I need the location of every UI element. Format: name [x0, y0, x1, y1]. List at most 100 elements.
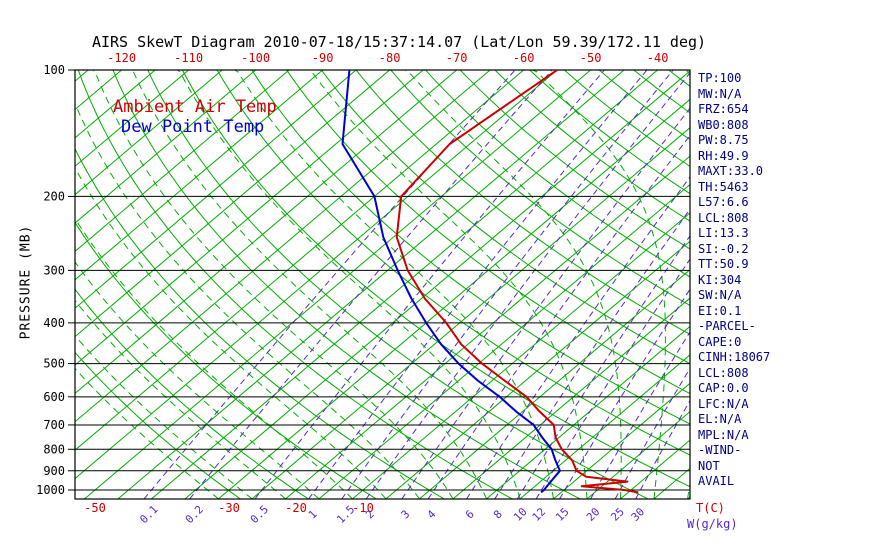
top-temp-tick: -60: [513, 51, 535, 65]
isotherm-line: [75, 70, 357, 309]
mixing-ratio-line: [466, 176, 690, 499]
mixing-ratio-line: [516, 235, 690, 499]
mixing-ratio-line: [559, 288, 690, 499]
mixing-ratio-tick: 0.2: [183, 503, 206, 526]
mixing-ratio-tick: 8: [491, 508, 505, 522]
mixing-ratio-tick: 1: [306, 508, 320, 522]
isotherm-line: [586, 410, 690, 499]
isotherm-line: [75, 70, 390, 338]
mixing-ratio-tick: 20: [584, 505, 603, 524]
dry-adiabat-line: [390, 70, 690, 307]
stats-panel-line: -PARCEL-: [698, 319, 756, 333]
dry-adiabat-line: [494, 70, 690, 222]
isotherm-line: [84, 70, 591, 499]
top-temp-tick: -40: [647, 51, 669, 65]
isotherm-line: [75, 70, 524, 451]
moist-adiabat-line: [404, 70, 622, 499]
isotherm-line: [553, 382, 690, 499]
mixing-ratio-line: [494, 208, 690, 499]
legend-dew-point: Dew Point Temp: [121, 117, 265, 137]
dry-adiabat-line: [286, 70, 690, 395]
stats-panel-line: PW:8.75: [698, 133, 749, 147]
mixing-ratio-line: [590, 331, 690, 499]
moist-adiabat-line: [75, 166, 387, 499]
isotherm-line: [318, 183, 690, 499]
stats-panel-line: MAXT:33.0: [698, 164, 764, 178]
stats-panel-line: SI:-0.2: [698, 241, 749, 256]
stats-panel-line: SW:N/A: [698, 288, 742, 302]
top-temp-tick: -90: [312, 51, 334, 65]
dry-adiabat-line: [251, 70, 690, 425]
moist-adiabat-line: [176, 70, 521, 499]
stats-panel-line: NOT: [698, 458, 720, 473]
sounding-profiles: [341, 70, 639, 494]
stats-panel-line: WB0:808: [698, 117, 749, 132]
isotherm-line: [251, 127, 690, 499]
mixing-ratio-tick: 30: [629, 505, 648, 524]
ambient-air-temp-profile: [395, 70, 639, 494]
dry-adiabat-line: [320, 70, 690, 365]
mixing-ratio-tick: 10: [511, 505, 530, 524]
stats-panel-line: TP:100: [698, 71, 742, 85]
isotherm-line: [75, 70, 457, 395]
isotherm-line: [218, 98, 690, 499]
dry-adiabat-line: [425, 70, 690, 278]
top-temp-tick: -110: [174, 51, 203, 65]
pressure-tick: 500: [43, 357, 65, 371]
pressure-tick: 300: [43, 263, 65, 277]
mixing-ratio-unit-label: W(g/kg): [687, 517, 738, 531]
dry-adiabat-line: [355, 70, 690, 335]
dry-adiabat-line: [216, 70, 690, 456]
stats-panel-line: MPL:N/A: [698, 427, 749, 442]
dry-adiabat-line: [75, 147, 445, 499]
mixing-ratio-line: [535, 258, 690, 499]
bottom-temp-tick: -10: [352, 501, 374, 515]
top-temp-tick: -100: [241, 51, 270, 65]
mixing-ratio-tick: 0.1: [137, 503, 160, 526]
isotherm-line: [184, 70, 690, 499]
mixing-ratio-tick: 6: [463, 508, 477, 522]
pressure-tick: 200: [43, 189, 65, 203]
stats-panel-line: CAPE:0: [698, 334, 742, 349]
mixing-ratio-tick: 0.5: [248, 503, 271, 526]
mixing-ratio-line: [614, 367, 690, 499]
stats-panel-line: CINH:18067: [698, 350, 771, 364]
isotherm-line: [75, 70, 323, 281]
isotherm-line: [452, 297, 690, 499]
moist-adiabat-line: [532, 70, 666, 499]
isotherm-line: [75, 70, 558, 480]
mixing-ratio-tick: 3: [399, 508, 413, 522]
stats-panel-line: FRZ:654: [698, 102, 749, 116]
dry-adiabat-line: [182, 70, 690, 488]
mixing-ratio-tick: 4: [425, 507, 439, 521]
top-temp-tick: -120: [107, 51, 136, 65]
bottom-temp-tick: -30: [218, 501, 240, 515]
legend-air-temp: Ambient Air Temp: [113, 97, 277, 117]
pressure-tick: 700: [43, 418, 65, 432]
isotherm-line: [486, 325, 690, 499]
temperature-unit-label: T(C): [696, 501, 725, 515]
mixing-ratio-line: [189, 70, 553, 499]
dry-adiabat-line: [112, 70, 581, 499]
stats-panel-line: TT:50.9: [698, 257, 749, 271]
dry-adiabat-line: [147, 70, 649, 499]
pressure-tick: 600: [43, 390, 65, 404]
top-temp-tick: -50: [580, 51, 602, 65]
dew-point-temp-profile: [341, 70, 561, 494]
mixing-ratio-tick: 25: [608, 505, 627, 524]
stats-panel-line: CAP:0.0: [698, 381, 749, 395]
isotherm-line: [75, 70, 223, 196]
stats-panel-line: MW:N/A: [698, 86, 742, 101]
pressure-tick: 400: [43, 316, 65, 330]
isotherm-line: [519, 354, 690, 499]
dry-adiabat-line: [598, 70, 690, 141]
top-temp-tick: -70: [446, 51, 468, 65]
pressure-axis-label: PRESSURE (MB): [18, 224, 34, 340]
stats-panel-line: AVAIL: [698, 474, 735, 488]
stats-panel-line: KI:304: [698, 272, 742, 287]
mixing-ratio-line: [365, 72, 690, 499]
stats-panel-line: -WIND-: [698, 443, 742, 457]
dry-adiabat-line: [459, 70, 690, 250]
